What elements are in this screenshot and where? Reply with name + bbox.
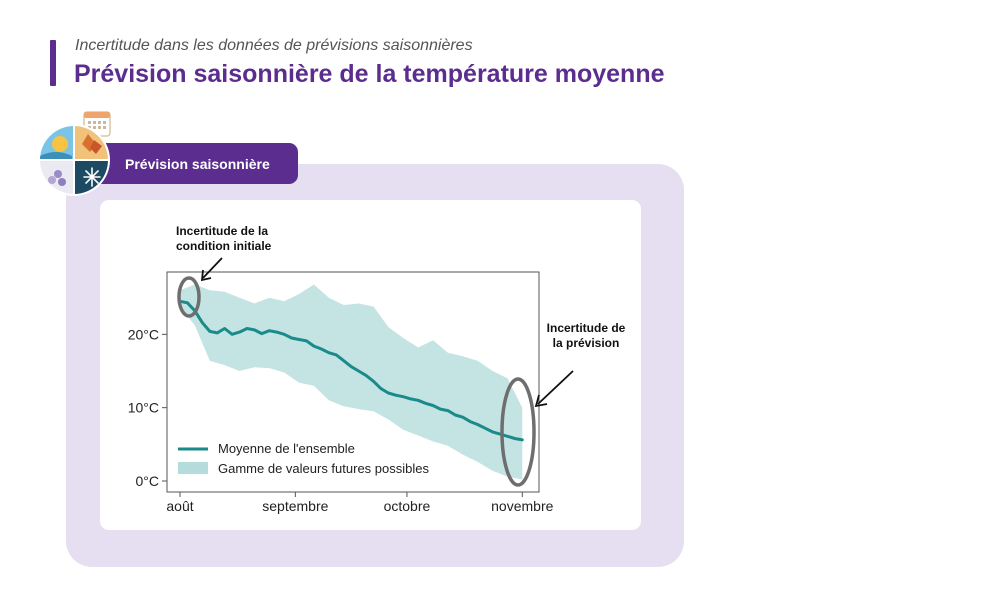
x-tick-label: novembre (491, 498, 553, 514)
x-tick-label: août (166, 498, 193, 514)
legend-mean-label: Moyenne de l'ensemble (218, 441, 355, 456)
x-tick-label: septembre (262, 498, 328, 514)
legend-range-swatch (178, 462, 208, 474)
forecast-arrow (534, 370, 574, 408)
plot-frame (166, 271, 540, 493)
initial-uncertainty-ellipse (177, 276, 201, 318)
x-tick-label: octobre (384, 498, 431, 514)
x-axis: août septembre octobre novembre (166, 492, 554, 514)
ensemble-mean-line (178, 299, 524, 442)
initial-arrow (200, 257, 223, 282)
y-tick-label: 0°C (136, 473, 160, 489)
forecast-badge (86, 143, 298, 184)
legend-range-label: Gamme de valeurs futures possibles (218, 461, 429, 476)
seasons-calendar-icon (38, 111, 111, 196)
page-subtitle: Incertitude dans les données de prévisio… (75, 37, 473, 54)
y-tick-label: 10°C (128, 400, 159, 416)
forecast-uncertainty-label: Incertitude de la prévision (546, 321, 626, 350)
forecast-uncertainty-ellipse (500, 377, 536, 487)
y-axis: 0°C 10°C 20°C (128, 326, 167, 489)
title-accent-bar (50, 40, 56, 86)
y-tick-label: 20°C (128, 326, 159, 342)
forecast-badge-label: Prévision saisonnière (125, 156, 270, 172)
page-title: Prévision saisonnière de la température … (74, 60, 665, 88)
initial-uncertainty-label: Incertitude de la condition initiale (176, 224, 272, 253)
